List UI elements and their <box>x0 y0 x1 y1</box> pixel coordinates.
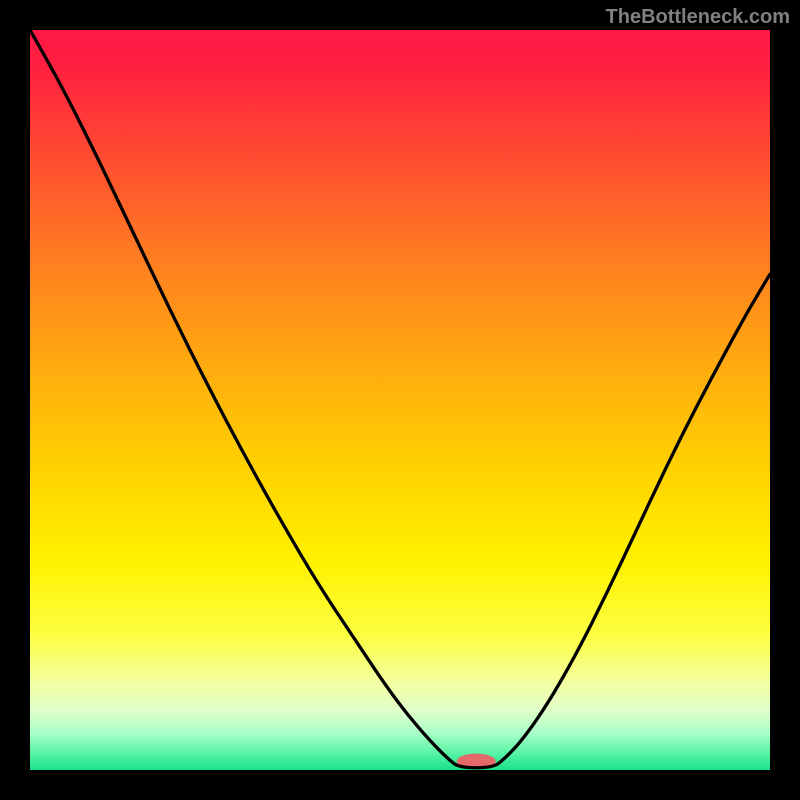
chart-svg <box>0 0 800 800</box>
chart-container: TheBottleneck.com <box>0 0 800 800</box>
plot-background <box>30 30 770 770</box>
watermark-text: TheBottleneck.com <box>606 6 790 29</box>
